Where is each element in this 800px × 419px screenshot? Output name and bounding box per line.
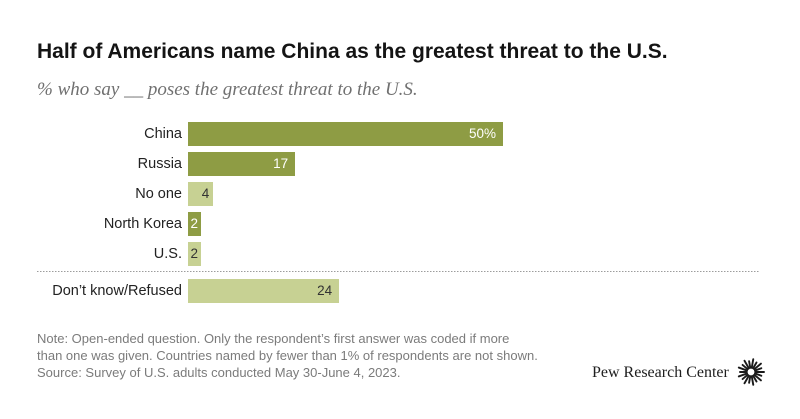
sunburst-ray bbox=[753, 373, 762, 382]
pew-sunburst-icon bbox=[737, 358, 765, 386]
sunburst-ray bbox=[752, 361, 758, 370]
value-label-russia: 17 bbox=[273, 156, 289, 171]
bar-china bbox=[188, 122, 503, 146]
sunburst-ray bbox=[750, 375, 755, 386]
chart-title: Half of Americans name China as the grea… bbox=[37, 40, 668, 63]
sunburst-ray bbox=[752, 374, 758, 383]
bar-chart: China 50% Russia 17 No one 4 North Korea 2 U.S. 2… bbox=[52, 122, 503, 303]
category-label-china: China bbox=[144, 126, 182, 142]
value-label-china: 50% bbox=[468, 126, 496, 141]
category-label-u-s: U.S. bbox=[153, 246, 182, 262]
sunburst-ray bbox=[737, 372, 748, 378]
sunburst-ray bbox=[754, 367, 763, 372]
sunburst-ray bbox=[750, 358, 755, 369]
chart-subtitle: % who say __ poses the greatest threat t… bbox=[37, 79, 418, 100]
value-label-u-s: 2 bbox=[190, 246, 199, 261]
category-label-no-one: No one bbox=[135, 186, 182, 202]
bar-no-one bbox=[188, 182, 214, 206]
value-label-no-one: 4 bbox=[201, 186, 210, 201]
sunburst-ray bbox=[743, 359, 750, 370]
bar-russia bbox=[188, 152, 296, 176]
sunburst-ray bbox=[743, 374, 750, 385]
sunburst-ray bbox=[737, 366, 748, 372]
bar-north-korea bbox=[188, 212, 201, 236]
sunburst-ray bbox=[748, 360, 752, 369]
value-label-north-korea: 2 bbox=[190, 216, 199, 231]
sunburst-ray bbox=[754, 372, 763, 377]
sunburst-ray bbox=[741, 363, 749, 371]
sunburst-ray bbox=[753, 362, 762, 371]
dotted-separator bbox=[37, 271, 760, 272]
value-label-dont-know-refused: 24 bbox=[317, 283, 333, 298]
category-label-north-korea: North Korea bbox=[103, 216, 182, 232]
category-label-dont-know-refused: Don’t know/Refused bbox=[52, 283, 182, 299]
sunburst-ray bbox=[741, 373, 749, 381]
pew-research-center-logo-text: Pew Research Center bbox=[592, 364, 729, 381]
bar-dont-know-refused bbox=[188, 279, 340, 303]
sunburst-ray bbox=[748, 375, 752, 384]
category-label-russia: Russia bbox=[137, 156, 182, 172]
bar-u-s bbox=[188, 242, 201, 266]
note-line-2: than one was given. Countries named by f… bbox=[37, 348, 538, 363]
note-line-1: Note: Open-ended question. Only the resp… bbox=[37, 331, 510, 346]
source-line: Source: Survey of U.S. adults conducted … bbox=[37, 365, 401, 380]
